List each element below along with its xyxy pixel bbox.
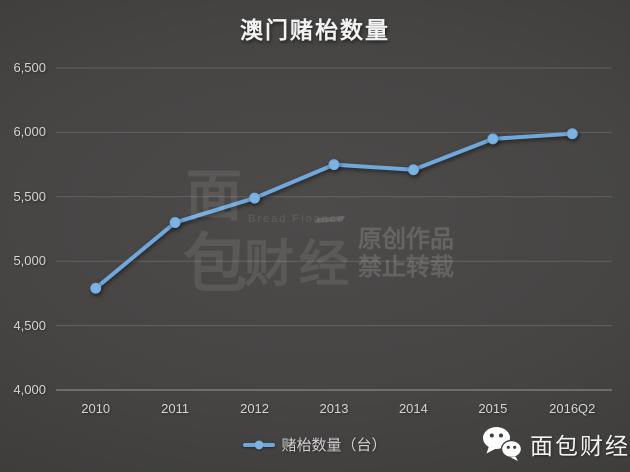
data-line [93,131,575,291]
y-tick-label: 4,000 [13,382,46,397]
x-tick-label: 2015 [478,401,508,416]
x-tick-label: 2016Q2 [549,401,596,416]
legend-dot-marker [254,440,264,449]
data-point [249,192,261,204]
x-tick-label: 2010 [81,401,111,416]
chart-title: 澳门赌枱数量 [240,17,390,43]
data-point [407,164,419,176]
y-tick-label: 4,500 [13,317,46,333]
footer-brand: 面包财经 [482,426,630,462]
legend: 赌枱数量（台） [0,434,630,455]
x-tick-label: 2014 [398,401,428,416]
data-point [487,133,499,145]
wechat-icon [483,427,522,461]
y-tick-label: 6,500 [13,60,46,75]
data-point [90,282,102,294]
y-tick-label: 5,000 [13,253,46,269]
x-tick-label: 2012 [240,401,270,416]
legend-label: 赌枱数量（台） [281,437,387,454]
data-point [169,217,181,229]
x-tick-label: 2013 [319,401,349,416]
y-tick-label: 5,500 [13,188,46,204]
footer-brand-text: 面包财经 [530,433,630,459]
legend-line-marker [243,440,276,449]
data-point [566,128,578,140]
y-tick-label: 6,000 [13,124,46,140]
data-point [328,159,340,171]
x-tick-label: 2011 [161,401,190,416]
